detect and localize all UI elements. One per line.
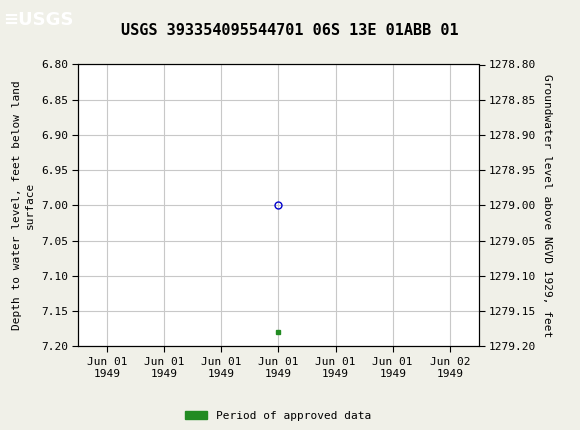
Y-axis label: Depth to water level, feet below land
surface: Depth to water level, feet below land su… bbox=[12, 80, 35, 330]
Legend: Period of approved data: Period of approved data bbox=[181, 406, 376, 425]
Text: USGS 393354095544701 06S 13E 01ABB 01: USGS 393354095544701 06S 13E 01ABB 01 bbox=[121, 23, 459, 37]
Text: ≡USGS: ≡USGS bbox=[3, 11, 74, 29]
Y-axis label: Groundwater level above NGVD 1929, feet: Groundwater level above NGVD 1929, feet bbox=[542, 74, 552, 337]
